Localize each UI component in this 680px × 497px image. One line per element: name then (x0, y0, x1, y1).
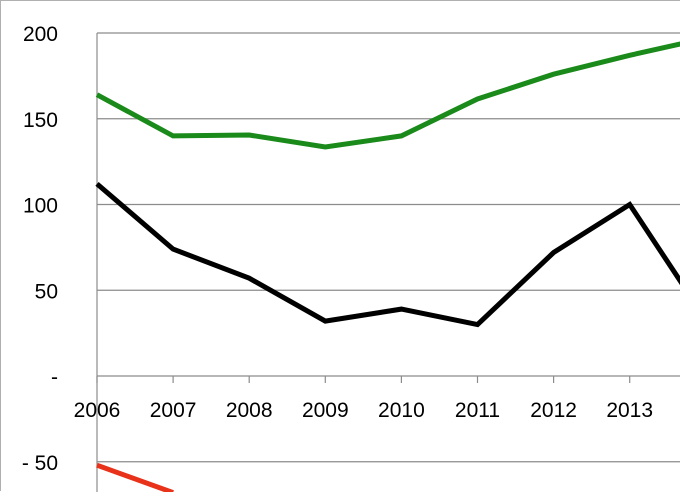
x-tick-labels: 2006 2007 2008 2009 2010 2011 2012 2013 (74, 399, 653, 422)
y-tick-label: 150 (23, 109, 58, 132)
x-tick-label: 2011 (455, 399, 500, 422)
x-tick-label: 2007 (150, 399, 197, 422)
y-tick-label: 100 (23, 195, 58, 218)
y-tick-label: 200 (23, 23, 58, 46)
y-tick-labels: 200 150 100 50 - - 50 (22, 23, 58, 475)
axes (96, 33, 680, 492)
y-tick-label: - 50 (22, 452, 58, 475)
x-tick-label: 2013 (606, 399, 653, 422)
series-line (95, 41, 680, 150)
y-tick-label: 50 (35, 280, 58, 303)
gridlines (97, 32, 680, 463)
y-tick-label: - (51, 366, 58, 389)
x-tick-label: 2008 (226, 399, 273, 422)
x-tick-label: 2012 (530, 399, 577, 422)
series-line (96, 462, 174, 495)
x-tick-label: 2009 (302, 399, 349, 422)
x-tick-label: 2006 (74, 399, 121, 422)
x-tick-label: 2010 (378, 399, 425, 422)
series-lines (95, 41, 680, 495)
series-line (95, 182, 680, 328)
